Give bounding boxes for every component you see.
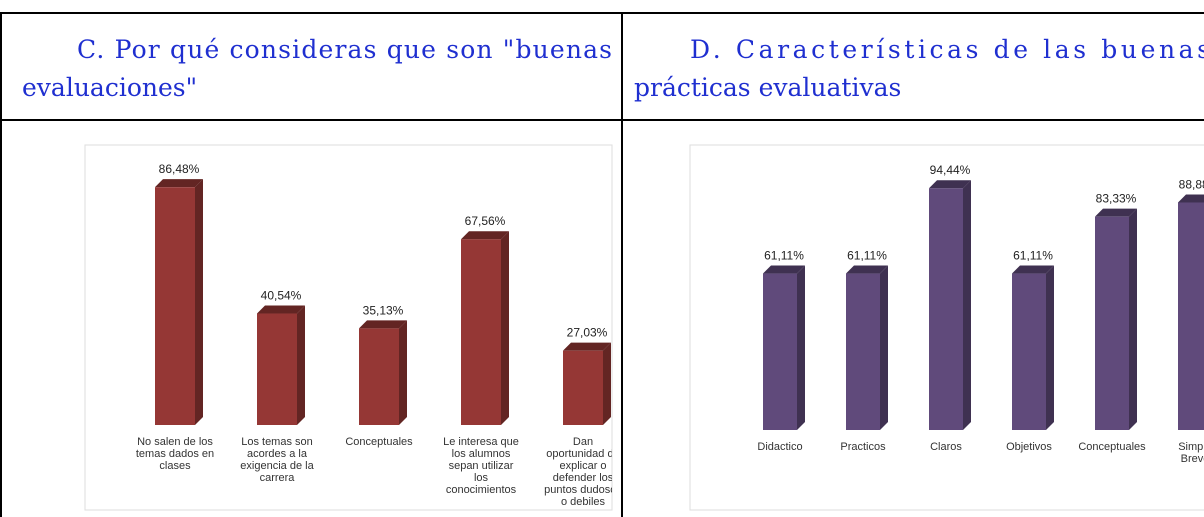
data-label: 61,11%: [1013, 249, 1053, 263]
bar: [563, 350, 603, 425]
bar-side: [501, 231, 509, 425]
bar: [1178, 202, 1204, 430]
bar: [359, 328, 399, 425]
bar-top: [1095, 208, 1137, 217]
x-tick-label: Objetivos: [1006, 441, 1052, 453]
bar-side: [797, 265, 805, 430]
x-tick-label: SimpleBreve: [1178, 441, 1204, 465]
bar-top: [1012, 265, 1054, 274]
bar-side: [297, 305, 305, 425]
table-border: [0, 12, 1204, 517]
bar: [1012, 273, 1046, 430]
header: C. Por qué consideras que son "buenas eva…: [22, 35, 612, 102]
charts: 86,48% No salen de los temas dados en clase…: [136, 162, 1204, 508]
bar-side: [1046, 265, 1054, 430]
x-tick-label: Didactico: [757, 441, 802, 453]
bar-side: [399, 320, 407, 425]
data-label: 40,54%: [261, 289, 302, 303]
header: D. Características de las buenas práctica…: [634, 35, 1204, 102]
x-tick-label: Dan oportunidad de explicar o defender los p…: [544, 436, 622, 508]
data-label: 61,11%: [764, 249, 804, 263]
bar-top: [929, 180, 971, 189]
bar-side: [1129, 208, 1137, 430]
chart: 86,48% No salen de los temas dados en clase…: [136, 162, 622, 508]
bar-top: [257, 305, 305, 314]
bar: [461, 239, 501, 425]
bar-top: [563, 342, 611, 351]
bar-top: [763, 265, 805, 274]
bar-top: [846, 265, 888, 274]
bar: [155, 187, 195, 425]
data-label: 83,33%: [1096, 192, 1137, 206]
data-label: 27,03%: [567, 326, 608, 340]
data-label: 86,48%: [159, 162, 200, 176]
bar: [1095, 216, 1129, 430]
bar-side: [880, 265, 888, 430]
bar-side: [195, 179, 203, 425]
x-tick-label: Conceptuales: [1078, 441, 1146, 453]
x-tick-label: Claros: [930, 441, 962, 453]
bar: [257, 313, 297, 425]
bar-top: [1178, 194, 1204, 203]
bar: [929, 188, 963, 430]
x-tick-label: Conceptuales: [345, 436, 413, 448]
data-label: 35,13%: [363, 303, 404, 317]
bar-top: [461, 231, 509, 240]
bar-side: [603, 342, 611, 425]
bar-side: [963, 180, 971, 430]
x-tick-label: No salen de los temas dados en clases: [136, 436, 214, 472]
bar: [846, 273, 880, 430]
x-tick-label: Le interesa que los alumnos sepan utilizar…: [443, 436, 519, 496]
x-tick-label: Practicos: [840, 441, 886, 453]
bar-top: [359, 320, 407, 329]
data-label: 61,11%: [847, 249, 887, 263]
chart: 61,11% Didactico 61,11% Practicos 94,44% Clar…: [757, 163, 1204, 465]
data-label: 67,56%: [465, 214, 506, 228]
x-tick-label: Los temas son acordes a la exigencia de la…: [240, 436, 314, 484]
data-label: 88,88%: [1179, 177, 1204, 191]
bar-top: [155, 179, 203, 188]
data-label: 94,44%: [930, 163, 971, 177]
bar: [763, 273, 797, 430]
